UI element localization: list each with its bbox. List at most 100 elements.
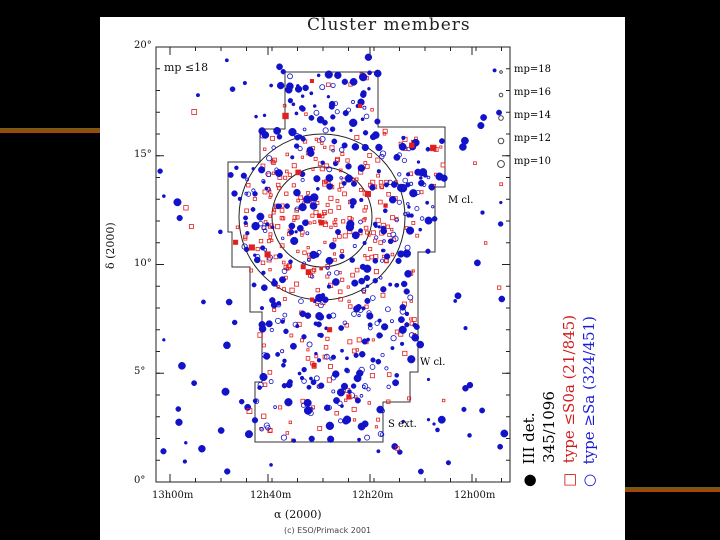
late-type-galaxy-marker xyxy=(268,379,274,385)
early-type-galaxy-marker xyxy=(319,166,325,172)
early-type-galaxy-marker xyxy=(347,299,351,303)
early-type-galaxy-marker xyxy=(283,175,288,180)
detected-galaxy-marker xyxy=(360,117,365,122)
detected-galaxy-marker xyxy=(325,174,334,182)
size-legend-label: mp=14 xyxy=(514,110,551,121)
detected-early-galaxy-marker xyxy=(318,220,325,226)
detected-galaxy-marker xyxy=(286,82,294,91)
late-type-galaxy-marker xyxy=(259,427,264,432)
early-type-galaxy-marker xyxy=(271,171,276,175)
late-type-galaxy-marker xyxy=(366,387,371,392)
early-type-galaxy-marker xyxy=(306,191,310,195)
detected-galaxy-marker xyxy=(280,319,285,324)
early-type-galaxy-marker xyxy=(439,145,443,149)
field-galaxy-marker xyxy=(160,448,167,455)
early-type-galaxy-marker xyxy=(332,237,337,242)
detected-galaxy-marker xyxy=(372,258,379,264)
field-galaxy-marker xyxy=(217,427,225,434)
detected-galaxy-marker xyxy=(259,372,268,382)
field-galaxy-marker xyxy=(251,417,259,424)
early-type-galaxy-marker xyxy=(390,227,394,232)
detected-galaxy-marker xyxy=(234,165,239,171)
chart-title: Cluster members xyxy=(307,15,471,35)
detected-galaxy-marker xyxy=(291,102,296,107)
detected-galaxy-marker xyxy=(354,397,361,404)
detected-galaxy-marker xyxy=(362,130,369,136)
late-type-galaxy-marker xyxy=(298,298,304,304)
detected-galaxy-marker xyxy=(325,421,335,431)
y-tick-label: 20° xyxy=(134,40,152,51)
field-galaxy-marker xyxy=(242,80,247,86)
early-type-galaxy-marker xyxy=(333,258,337,262)
detected-galaxy-marker xyxy=(275,351,281,357)
early-type-galaxy-marker xyxy=(367,401,371,405)
detected-galaxy-marker xyxy=(399,341,405,346)
early-type-galaxy-marker xyxy=(266,239,272,244)
early-type-galaxy-marker xyxy=(278,405,283,410)
late-type-galaxy-marker xyxy=(396,199,402,205)
field-early-galaxy-marker xyxy=(441,398,446,403)
early-type-galaxy-marker xyxy=(304,112,308,116)
detected-early-galaxy-marker xyxy=(383,203,388,208)
size-legend-marker xyxy=(498,92,504,98)
right-decor-stripe-2 xyxy=(625,490,720,492)
detected-galaxy-marker xyxy=(309,376,313,381)
late-type-galaxy-marker xyxy=(271,145,276,150)
field-galaxy-marker xyxy=(276,81,285,90)
late-type-galaxy-marker xyxy=(302,127,307,132)
type-legend-text: type ≤S0a (21/845) xyxy=(560,314,578,464)
field-early-galaxy-marker xyxy=(188,224,194,229)
detected-galaxy-marker xyxy=(338,325,345,331)
early-type-galaxy-marker xyxy=(244,208,249,214)
detected-galaxy-marker xyxy=(424,216,433,225)
type-legend-text: type ≥Sa (324/451) xyxy=(580,316,598,465)
late-type-galaxy-marker xyxy=(431,205,435,209)
early-type-galaxy-marker xyxy=(289,287,295,293)
early-type-galaxy-marker xyxy=(282,297,287,301)
x-tick-label: 13h00m xyxy=(152,490,194,501)
detected-galaxy-marker xyxy=(284,203,290,209)
detected-galaxy-marker xyxy=(303,195,312,204)
detected-galaxy-marker xyxy=(388,282,393,287)
field-galaxy-marker xyxy=(244,430,253,439)
early-type-galaxy-marker xyxy=(376,173,380,178)
detected-early-galaxy-marker xyxy=(409,142,415,149)
detected-galaxy-marker xyxy=(390,346,395,351)
field-galaxy-marker xyxy=(254,114,258,119)
late-type-galaxy-marker xyxy=(305,231,310,236)
late-type-galaxy-marker xyxy=(319,136,326,143)
early-type-galaxy-marker xyxy=(260,260,266,265)
copyright-text: (c) ESO/Primack 2001 xyxy=(284,526,372,535)
early-type-galaxy-marker xyxy=(306,246,310,250)
detected-galaxy-marker xyxy=(435,172,444,181)
detected-galaxy-marker xyxy=(418,179,425,187)
field-galaxy-marker xyxy=(182,459,188,464)
early-type-galaxy-marker xyxy=(327,364,333,369)
early-type-galaxy-marker xyxy=(411,221,416,225)
early-type-galaxy-marker xyxy=(359,187,363,192)
type-legend-text: III det. xyxy=(520,412,538,465)
detected-galaxy-marker xyxy=(330,354,336,360)
early-type-galaxy-marker xyxy=(363,161,368,165)
late-type-galaxy-marker xyxy=(313,375,320,382)
detected-galaxy-marker xyxy=(342,415,352,424)
early-type-galaxy-marker xyxy=(370,179,376,185)
early-type-galaxy-marker xyxy=(369,254,374,260)
field-galaxy-marker xyxy=(417,468,424,475)
early-type-galaxy-marker xyxy=(268,214,272,218)
early-type-galaxy-marker xyxy=(340,152,345,157)
early-type-galaxy-marker xyxy=(315,302,319,307)
late-type-galaxy-marker xyxy=(369,364,376,370)
field-galaxy-marker xyxy=(191,380,198,387)
field-galaxy-marker xyxy=(280,69,286,75)
open-circle-icon: ○ xyxy=(580,473,598,487)
detected-galaxy-marker xyxy=(326,284,332,289)
early-type-galaxy-marker xyxy=(277,186,282,191)
early-type-galaxy-marker xyxy=(409,317,413,321)
early-type-galaxy-marker xyxy=(268,268,272,272)
detected-galaxy-marker xyxy=(425,200,430,205)
early-type-galaxy-marker xyxy=(323,145,327,149)
late-type-galaxy-marker xyxy=(265,425,271,431)
late-type-galaxy-marker xyxy=(280,236,285,241)
type-legend: ● III det. 345/1096 □ type ≤S0a (21/845)… xyxy=(519,315,599,487)
